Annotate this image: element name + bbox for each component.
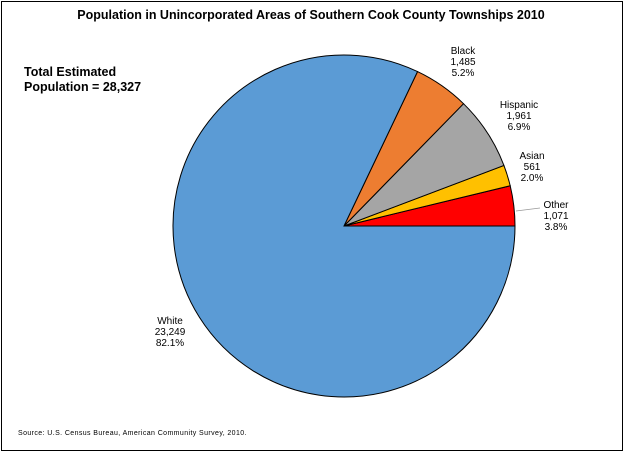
pie-slice-white: [172, 54, 516, 398]
chart-title: Population in Unincorporated Areas of So…: [77, 8, 545, 22]
data-label-white: White 23,249 82.1%: [155, 316, 186, 349]
total-label-line2: Population = 28,327: [24, 80, 142, 94]
data-label-hispanic: Hispanic 1,961 6.9%: [500, 100, 538, 133]
leader-line-other: [515, 207, 541, 212]
total-label-line1: Total Estimated: [24, 65, 117, 79]
data-label-asian: Asian 561 2.0%: [519, 151, 544, 184]
total-population-annotation: Total Estimated Population = 28,327: [24, 65, 141, 95]
data-label-black: Black 1,485 5.2%: [450, 46, 476, 79]
source-note: Source: U.S. Census Bureau, American Com…: [18, 430, 247, 437]
data-label-other: Other 1,071 3.8%: [543, 200, 569, 233]
